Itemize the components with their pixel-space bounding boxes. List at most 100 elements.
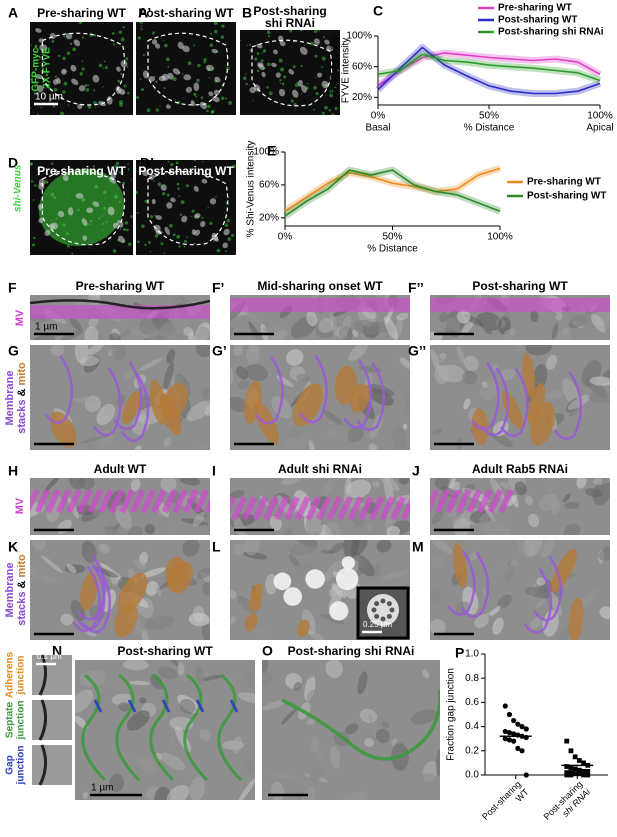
speckle	[111, 32, 115, 35]
microvillus	[77, 488, 93, 514]
microvillus	[55, 488, 72, 514]
texture	[85, 630, 97, 637]
scale-bar-label: 1 µm	[35, 322, 57, 333]
image-panel	[430, 345, 610, 450]
junction-label: junction	[16, 746, 27, 786]
texture	[79, 356, 100, 367]
image-panel	[230, 295, 410, 340]
speckle	[337, 69, 340, 72]
texture	[235, 366, 249, 380]
texture	[404, 394, 410, 414]
texture	[353, 319, 381, 335]
image-panel	[262, 660, 440, 800]
speckle	[118, 171, 122, 174]
texture	[375, 728, 390, 744]
speckle	[81, 197, 86, 202]
texture	[391, 738, 398, 745]
texture	[489, 605, 501, 617]
texture	[296, 373, 311, 383]
panel-label: P	[455, 645, 464, 661]
speckle	[216, 248, 221, 253]
texture	[41, 555, 63, 574]
speckle	[81, 67, 85, 71]
speckle	[246, 44, 248, 47]
speckle	[115, 192, 118, 195]
speckle	[183, 239, 188, 244]
texture	[78, 478, 95, 490]
texture	[568, 597, 584, 640]
speckle	[220, 35, 225, 39]
texture	[567, 394, 591, 410]
speckle	[249, 43, 252, 46]
speckle	[182, 73, 184, 75]
x-tick-label: 100%	[587, 111, 613, 122]
membrane-trace	[533, 555, 563, 622]
speckle	[120, 72, 123, 76]
texture	[182, 45, 190, 53]
texture	[201, 623, 210, 640]
texture	[109, 332, 121, 340]
y-tick-label: 0.0	[465, 770, 479, 781]
panel-label: D’	[140, 155, 154, 171]
membrane-trace	[195, 699, 205, 713]
texture	[601, 478, 610, 492]
texture	[384, 316, 399, 340]
speckle	[146, 108, 151, 113]
texture	[308, 439, 316, 450]
speckle	[321, 56, 326, 61]
speckle	[148, 241, 151, 244]
texture	[311, 766, 324, 779]
texture	[430, 619, 446, 635]
texture	[293, 682, 302, 691]
texture	[262, 330, 288, 340]
texture	[299, 671, 313, 680]
membrane-trace	[217, 673, 243, 782]
speckle	[179, 213, 182, 216]
texture	[201, 178, 208, 184]
panel-label: C	[373, 3, 383, 19]
texture	[487, 566, 511, 573]
speckle	[33, 184, 37, 187]
texture	[66, 563, 77, 574]
texture	[70, 64, 77, 72]
speckle	[119, 228, 122, 231]
texture	[563, 493, 571, 503]
texture	[163, 361, 174, 391]
texture	[246, 345, 260, 365]
speckle	[206, 109, 209, 113]
speckle	[154, 88, 156, 90]
texture	[177, 41, 184, 49]
speckle	[59, 222, 61, 224]
texture	[402, 423, 408, 430]
texture	[138, 757, 158, 774]
speckle	[102, 222, 105, 225]
texture	[435, 749, 440, 777]
speckle	[226, 218, 231, 223]
speckle	[289, 30, 293, 33]
image-panel	[30, 345, 210, 450]
speckle	[103, 60, 106, 63]
speckle	[313, 86, 317, 90]
speckle	[278, 58, 283, 63]
texture	[38, 38, 44, 43]
speckle	[213, 29, 218, 34]
texture	[481, 381, 488, 389]
microvillus	[455, 488, 472, 514]
texture	[330, 745, 341, 770]
texture	[140, 567, 167, 578]
texture	[557, 329, 572, 340]
texture	[346, 479, 372, 499]
speckle	[324, 105, 328, 110]
texture	[551, 548, 577, 593]
texture	[512, 345, 526, 353]
membrane-trace	[30, 299, 210, 310]
speckle	[136, 190, 138, 195]
membrane-trace	[81, 673, 107, 782]
texture	[368, 443, 378, 450]
speckle	[191, 209, 195, 213]
texture	[322, 480, 333, 496]
texture	[158, 75, 166, 82]
speckle	[300, 30, 303, 32]
row-label-part: &	[16, 580, 28, 588]
texture	[43, 478, 63, 493]
